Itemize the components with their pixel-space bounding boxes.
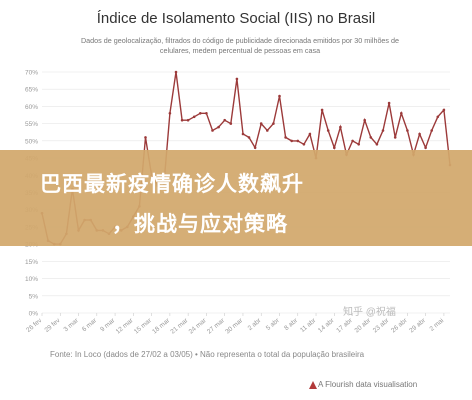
x-tick-label: 23 abr	[372, 317, 391, 335]
data-point	[363, 118, 367, 122]
data-point	[180, 118, 184, 122]
data-point	[393, 136, 397, 139]
data-point	[381, 129, 385, 132]
data-point	[430, 129, 434, 132]
x-tick-label: 5 abr	[265, 317, 281, 332]
x-tick-label: 14 abr	[317, 317, 336, 335]
data-point	[333, 146, 336, 149]
data-point	[168, 112, 172, 115]
x-tick-label: 30 mar	[224, 317, 245, 336]
x-tick-label: 26 abr	[390, 317, 409, 335]
data-point	[199, 112, 202, 115]
data-point	[278, 94, 281, 98]
flourish-credit: A Flourish data visualisation	[318, 380, 418, 389]
y-tick-label: 15%	[25, 259, 38, 266]
data-point	[351, 139, 354, 143]
data-point	[387, 101, 391, 105]
banner-headline-line-1: 巴西最新疫情确诊人数飙升	[40, 173, 304, 196]
x-tick-label: 2 abr	[247, 317, 263, 332]
data-point	[424, 146, 427, 149]
data-point	[375, 143, 379, 146]
x-tick-label: 29 abr	[408, 317, 427, 335]
y-tick-label: 65%	[25, 87, 38, 94]
data-point	[235, 77, 239, 81]
data-point	[326, 129, 330, 132]
data-point	[357, 143, 361, 146]
data-point	[442, 108, 446, 112]
chart-subtitle: Dados de geolocalização, filtrados do có…	[40, 36, 440, 56]
data-point	[192, 115, 196, 119]
x-tick-label: 3 mar	[63, 317, 81, 334]
x-tick-label: 21 mar	[169, 317, 190, 336]
x-tick-label: 2 mai	[429, 317, 446, 333]
data-point	[418, 132, 421, 136]
data-point	[253, 146, 257, 149]
x-tick-label: 17 abr	[335, 317, 354, 335]
data-point	[217, 125, 220, 129]
data-point	[406, 129, 409, 132]
x-tick-label: 24 mar	[188, 317, 209, 336]
data-point	[308, 132, 312, 136]
y-tick-label: 60%	[25, 104, 38, 111]
y-tick-label: 10%	[25, 276, 38, 283]
data-point	[320, 108, 324, 112]
data-point	[247, 136, 251, 139]
data-point	[174, 70, 178, 74]
x-tick-label: 18 mar	[151, 317, 172, 336]
data-point	[296, 139, 300, 143]
x-tick-label: 26 fev	[25, 317, 44, 334]
data-point	[211, 129, 214, 132]
data-point	[290, 139, 294, 143]
data-point	[339, 125, 342, 129]
y-tick-label: 55%	[25, 121, 38, 128]
source-note: Fonte: In Loco (dados de 27/02 a 03/05) …	[50, 350, 365, 359]
data-point	[272, 122, 275, 125]
x-tick-label: 27 mar	[206, 317, 227, 336]
banner-headline-line-2: ，挑战与应对策略	[112, 213, 288, 236]
data-point	[241, 132, 245, 136]
data-point	[223, 118, 226, 122]
x-tick-label: 15 mar	[133, 317, 154, 336]
x-tick-label: 8 abr	[283, 317, 299, 332]
flourish-logo-icon	[309, 381, 317, 389]
chart-title: Índice de Isolamento Social (IIS) no Bra…	[96, 10, 376, 27]
chart-subtitle-line-2: celulares, medem percentual de pessoas e…	[159, 46, 321, 55]
data-point	[284, 136, 287, 139]
data-point	[302, 143, 306, 146]
data-point	[186, 118, 190, 122]
data-point	[229, 122, 233, 125]
x-tick-label: 29 fev	[43, 317, 62, 334]
data-point	[436, 115, 440, 119]
chart-subtitle-line-1: Dados de geolocalização, filtrados do có…	[80, 36, 400, 45]
x-tick-label: 12 mar	[115, 317, 136, 336]
x-tick-label: 11 abr	[299, 317, 318, 334]
y-tick-label: 70%	[25, 70, 38, 77]
data-point	[266, 129, 269, 132]
data-point	[259, 122, 263, 125]
y-tick-label: 5%	[29, 293, 39, 300]
data-point	[205, 112, 208, 115]
y-tick-label: 50%	[25, 138, 38, 145]
x-tick-label: 20 abr	[353, 317, 372, 335]
data-point	[144, 136, 147, 139]
data-point	[400, 112, 403, 115]
headline-banner	[0, 150, 472, 246]
x-tick-label: 6 mar	[81, 317, 99, 334]
data-point	[369, 136, 373, 139]
watermark-text: 知乎 @祝福	[343, 307, 396, 318]
y-tick-label: 0%	[29, 311, 39, 318]
